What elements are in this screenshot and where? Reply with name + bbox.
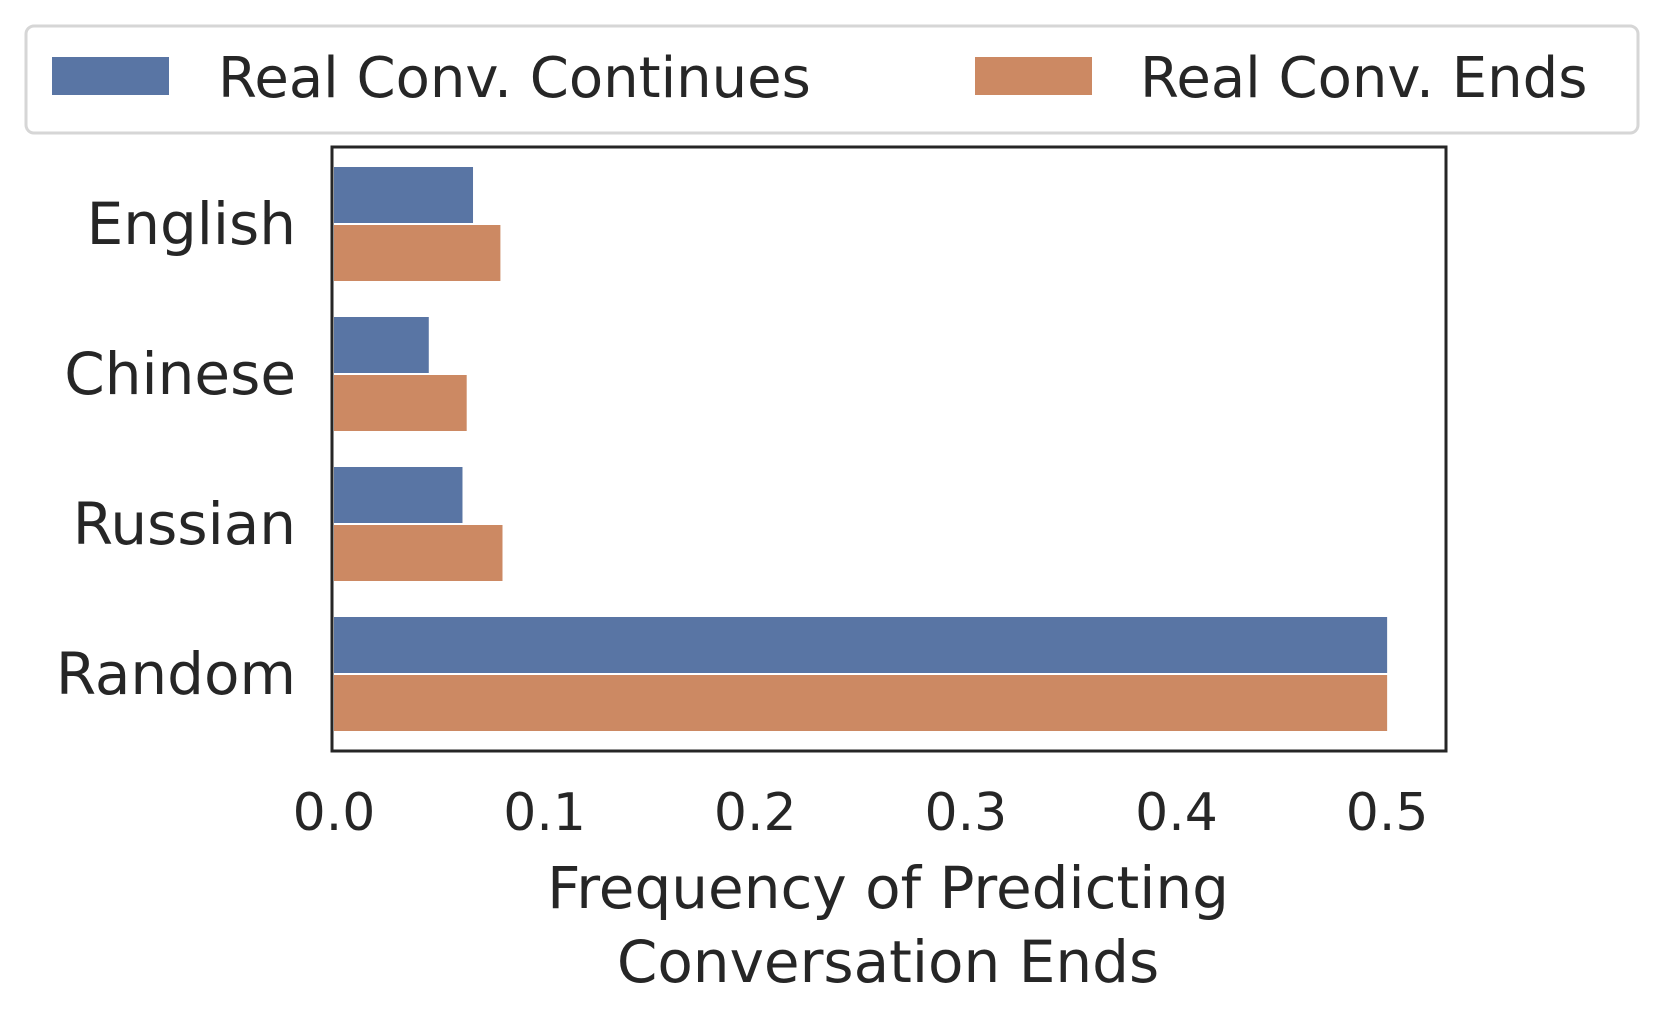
bar-random-ends xyxy=(334,675,1388,731)
bar-chinese-ends xyxy=(334,375,467,431)
bar-russian-ends xyxy=(334,525,503,581)
x-axis-title-line1: Frequency of Predicting xyxy=(547,854,1229,922)
x-tick-label: 0.1 xyxy=(503,783,586,843)
bar-chinese-continues xyxy=(334,317,429,373)
bar-english-ends xyxy=(334,225,501,281)
x-tick-labels: 0.0 0.1 0.2 0.3 0.4 0.5 xyxy=(293,783,1429,843)
legend: Real Conv. Continues Real Conv. Ends xyxy=(24,24,1640,135)
bar-random-continues xyxy=(334,617,1388,673)
legend-swatch-ends xyxy=(975,57,1092,95)
x-tick-label: 0.4 xyxy=(1135,783,1218,843)
category-label-chinese: Chinese xyxy=(64,340,296,408)
bar-english-continues xyxy=(334,167,474,223)
legend-swatch-continues xyxy=(52,57,169,95)
category-labels: English Chinese Russian Random xyxy=(56,190,296,708)
bar-russian-continues xyxy=(334,467,463,523)
x-tick-label: 0.2 xyxy=(714,783,797,843)
plot-frame xyxy=(330,145,1448,753)
category-label-random: Random xyxy=(56,640,296,708)
legend-label-continues: Real Conv. Continues xyxy=(218,46,811,111)
bars-group xyxy=(334,167,1388,731)
category-label-russian: Russian xyxy=(73,490,296,558)
x-tick-label: 0.3 xyxy=(925,783,1008,843)
x-axis-title-line2: Conversation Ends xyxy=(617,928,1159,996)
legend-frame xyxy=(24,24,1640,135)
x-tick-label: 0.5 xyxy=(1346,783,1429,843)
x-tick-label: 0.0 xyxy=(293,783,376,843)
legend-label-ends: Real Conv. Ends xyxy=(1140,46,1587,111)
category-label-english: English xyxy=(87,190,296,258)
